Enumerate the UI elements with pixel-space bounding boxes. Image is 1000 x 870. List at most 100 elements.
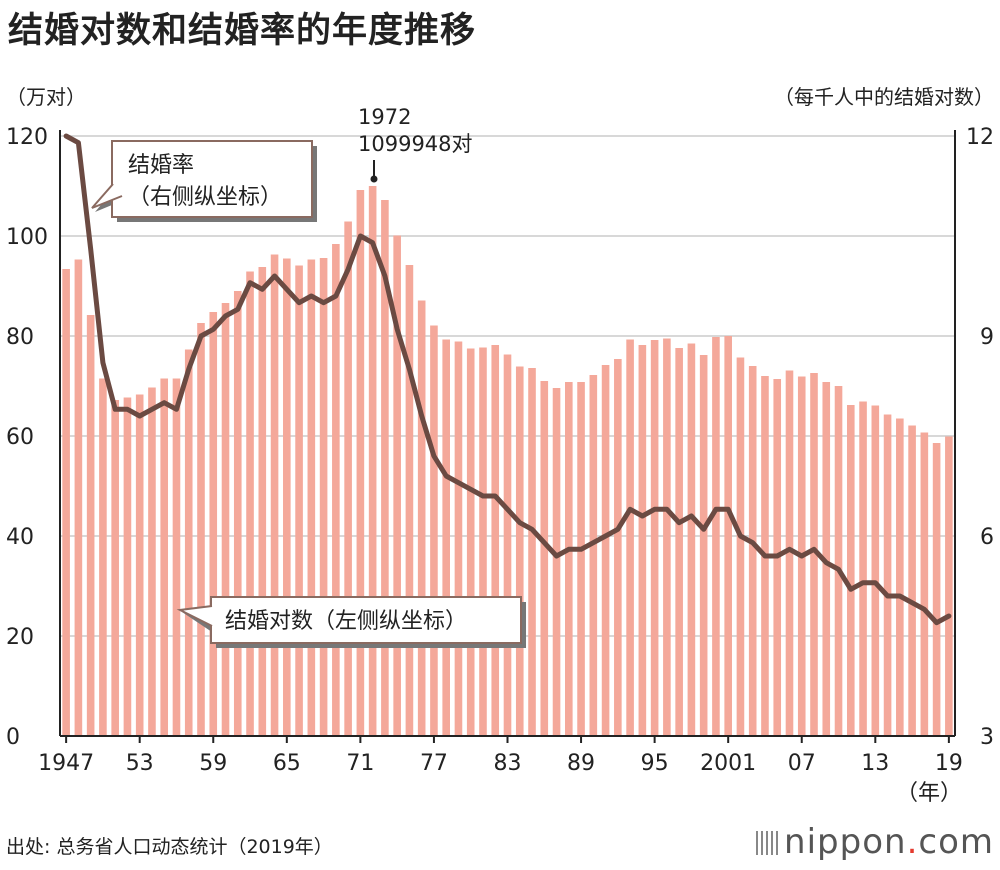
bar-1977 — [430, 325, 438, 736]
x-tick-label: 95 — [641, 751, 669, 776]
chart-title: 结婚对数和结婚率的年度推移 — [8, 11, 477, 51]
count-callout: 结婚对数（左侧纵坐标） — [176, 596, 526, 648]
x-tick-label: 71 — [346, 751, 374, 776]
bar-1949 — [86, 315, 95, 736]
bar-1948 — [74, 259, 83, 736]
x-tick-label: 1947 — [38, 751, 94, 776]
bar-1989 — [577, 382, 585, 736]
bar-1958 — [197, 323, 205, 736]
bar-1990 — [589, 375, 598, 736]
bar-1966 — [295, 265, 303, 736]
x-tick-label: 19 — [935, 751, 963, 776]
bar-1978 — [442, 339, 450, 736]
x-tick-label: 65 — [273, 751, 301, 776]
logo-suffix: com — [918, 822, 994, 862]
bar-1964 — [270, 254, 279, 736]
bar-2010 — [834, 386, 843, 736]
bar-2012 — [859, 401, 867, 736]
bar-2014 — [883, 414, 892, 736]
bar-1995 — [650, 340, 659, 736]
bar-1997 — [675, 348, 683, 736]
bar-2016 — [908, 425, 916, 736]
bar-2013 — [871, 405, 880, 736]
left-tick-label: 20 — [6, 625, 34, 650]
bar-1999 — [699, 355, 708, 736]
bar-1986 — [540, 381, 549, 736]
x-tick-label: 89 — [567, 751, 595, 776]
bar-2008 — [810, 373, 818, 736]
bar-1983 — [503, 354, 512, 736]
bar-1961 — [233, 291, 242, 736]
bar-1972 — [368, 186, 377, 736]
bar-1952 — [123, 397, 132, 736]
peak-pointer-dot — [370, 175, 378, 183]
bar-1957 — [184, 349, 193, 736]
line-series-marriage-rate — [63, 133, 952, 626]
bar-1987 — [552, 388, 561, 736]
bar-2001 — [724, 336, 732, 736]
right-tick-label: 12 — [966, 125, 994, 150]
x-tick-label: 07 — [788, 751, 816, 776]
bar-2011 — [846, 405, 855, 736]
right-tick-label: 3 — [980, 725, 994, 750]
x-tick-label: 53 — [126, 751, 154, 776]
left-tick-label: 120 — [6, 125, 48, 150]
bar-1967 — [307, 259, 316, 736]
bar-2002 — [736, 357, 745, 736]
source-note: 出处: 总务省人口动态统计（2019年） — [6, 836, 333, 858]
left-tick-label: 0 — [6, 725, 20, 750]
bar-series-marriage-count — [62, 186, 953, 736]
bar-1979 — [454, 341, 463, 736]
bar-1947 — [62, 269, 70, 736]
bar-1980 — [466, 348, 475, 736]
rate-callout-line1: 结婚率 — [128, 153, 194, 178]
bar-1971 — [356, 190, 365, 736]
x-axis-unit: （年） — [896, 781, 962, 806]
bar-2019 — [945, 436, 953, 736]
bar-1976 — [417, 300, 426, 736]
right-tick-label: 9 — [980, 325, 994, 350]
bar-1954 — [148, 387, 156, 736]
bar-1960 — [221, 303, 230, 736]
bar-1950 — [99, 378, 107, 736]
right-axis-ticks: 3 6 9 12 — [966, 125, 994, 750]
left-tick-label: 80 — [6, 325, 34, 350]
left-axis-unit: （万对） — [6, 85, 86, 109]
x-tick-label: 59 — [199, 751, 227, 776]
logo-dot: . — [906, 822, 919, 862]
logo-bars-icon — [756, 831, 779, 855]
nippon-logo: nippon.com — [756, 822, 994, 862]
bar-1968 — [319, 258, 328, 736]
x-tick-label: 2001 — [700, 751, 756, 776]
peak-year-label: 1972 — [358, 105, 411, 129]
bar-1974 — [393, 235, 401, 736]
bar-1981 — [479, 347, 487, 736]
bar-1988 — [565, 382, 573, 736]
bar-2000 — [712, 337, 720, 736]
bar-2015 — [896, 418, 904, 736]
bar-1982 — [491, 345, 500, 736]
left-tick-label: 100 — [6, 225, 48, 250]
bar-1956 — [172, 378, 181, 736]
bar-1985 — [528, 368, 536, 736]
x-tick-label: 83 — [494, 751, 522, 776]
bar-1991 — [601, 365, 610, 736]
bar-1994 — [638, 345, 647, 736]
bar-2003 — [748, 366, 757, 736]
bar-2017 — [920, 432, 929, 736]
bar-1998 — [687, 343, 696, 736]
x-tick-label: 13 — [861, 751, 889, 776]
count-callout-label: 结婚对数（左侧纵坐标） — [225, 609, 467, 634]
bar-1963 — [258, 267, 267, 736]
bar-1965 — [283, 258, 291, 736]
logo-text: nippon — [784, 822, 907, 862]
bar-1996 — [663, 338, 671, 736]
bar-1993 — [626, 339, 634, 736]
left-tick-label: 60 — [6, 425, 34, 450]
right-axis-unit: （每千人中的结婚对数） — [774, 85, 994, 109]
bar-1975 — [405, 265, 414, 736]
bar-1962 — [246, 271, 254, 736]
bar-1970 — [344, 221, 352, 736]
bar-1955 — [160, 378, 169, 736]
bar-1951 — [111, 400, 119, 736]
